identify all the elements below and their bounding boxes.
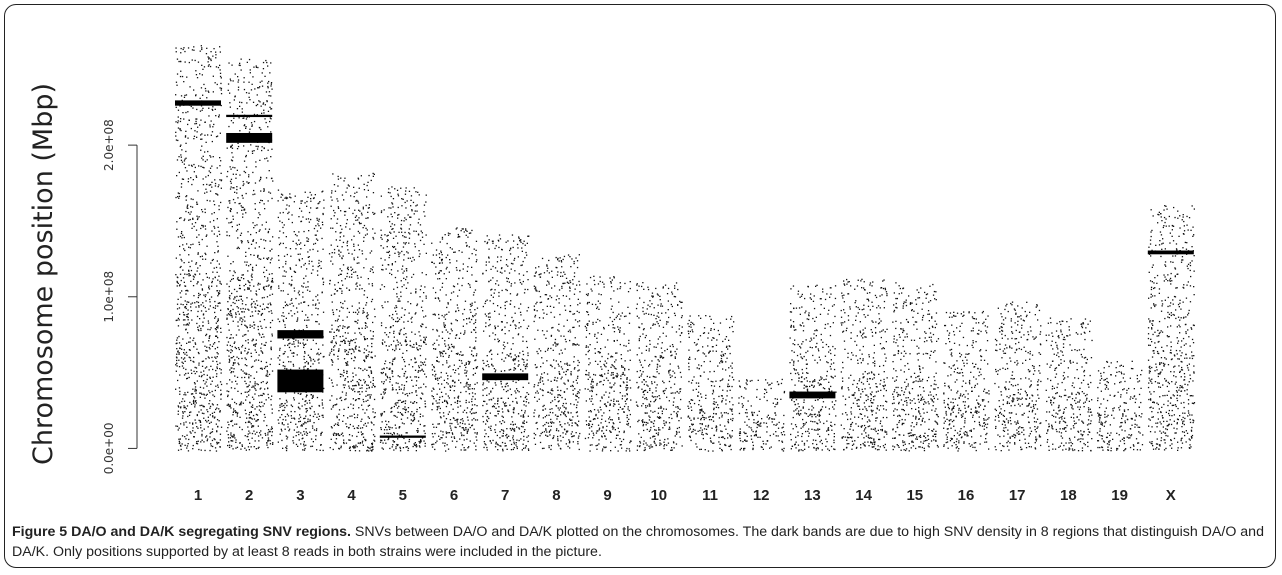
chromosome-label-8: 8: [552, 487, 560, 504]
chromosome-label-3: 3: [296, 487, 304, 504]
caption-text: SNVs between DA/O and DA/K plotted on th…: [12, 524, 1264, 560]
chromosome-points-3: [277, 189, 325, 452]
chromosome-label-4: 4: [347, 487, 356, 504]
chromosome-label-10: 10: [650, 487, 667, 504]
dense-band-chr3: [277, 330, 324, 339]
dense-band-chr3: [277, 369, 324, 393]
chromosome-label-16: 16: [958, 487, 975, 504]
chromosome-label-14: 14: [855, 487, 872, 504]
chromosome-label-2: 2: [245, 487, 253, 504]
chromosome-label-15: 15: [906, 487, 923, 504]
chromosome-points-18: [1045, 317, 1093, 452]
chromosome-points-5: [379, 186, 427, 452]
dense-band-chr5: [379, 435, 426, 438]
y-tick-label: 0.0e+00: [102, 423, 116, 475]
chromosome-label-19: 19: [1111, 487, 1128, 504]
chromosome-points-14: [840, 278, 888, 451]
dense-band-chr2: [226, 114, 273, 118]
chromosome-label-6: 6: [450, 487, 458, 504]
chromosome-points-17: [994, 301, 1042, 452]
chromosome-points-10: [635, 282, 683, 452]
chromosome-points-6: [431, 227, 479, 452]
chromosome-snv-chart: 0.0e+001.0e+082.0e+081 2 3 4 5 6 7 8 9 10 11 12 13 14…: [28, 45, 1196, 504]
chromosome-label-18: 18: [1060, 487, 1077, 504]
axis-layer: 0.0e+001.0e+082.0e+081 2 3 4 5 6 7 8 9 10 11 12 13 14…: [102, 119, 1176, 504]
chromosome-label-5: 5: [399, 487, 407, 504]
chromosome-label-X: X: [1166, 487, 1176, 504]
dense-band-chrX: [1147, 250, 1194, 255]
y-tick-label: 2.0e+08: [102, 119, 116, 171]
chromosome-label-11: 11: [702, 487, 718, 504]
chromosome-points-2: [226, 58, 274, 451]
caption-title: Figure 5 DA/O and DA/K segregating SNV r…: [12, 524, 351, 540]
y-tick-label: 1.0e+08: [102, 271, 116, 323]
chromosome-points-4: [328, 172, 376, 452]
chromosome-points-X: [1147, 205, 1196, 451]
chromosome-points-11: [687, 315, 735, 452]
chromosome-points-15: [891, 282, 940, 452]
chromosome-points-8: [533, 254, 581, 451]
chromosome-points-9: [584, 275, 632, 452]
y-axis-title: Chromosome position (Mbp): [28, 83, 59, 465]
dense-band-chr1: [175, 100, 221, 106]
points-layer: [175, 45, 1196, 452]
chromosome-points-1: [175, 45, 223, 452]
dense-bands-layer: [175, 100, 1194, 438]
dense-band-chr13: [789, 391, 836, 399]
chromosome-label-12: 12: [753, 487, 770, 504]
chromosome-label-9: 9: [603, 487, 611, 504]
chromosome-points-19: [1096, 360, 1144, 452]
chromosome-points-16: [943, 310, 990, 452]
chromosome-label-7: 7: [501, 487, 509, 504]
chromosome-points-13: [789, 284, 837, 452]
dense-band-chr2: [226, 132, 273, 143]
label-layer: Chromosome position (Mbp): [28, 83, 59, 465]
figure-frame: [4, 4, 1276, 568]
chromosome-label-13: 13: [804, 487, 821, 504]
figure-caption: Figure 5 DA/O and DA/K segregating SNV r…: [12, 522, 1267, 562]
chromosome-label-17: 17: [1009, 487, 1026, 504]
chromosome-points-12: [738, 378, 786, 452]
dense-band-chr7: [482, 373, 529, 381]
chromosome-label-1: 1: [194, 487, 202, 504]
chromosome-points-7: [482, 234, 530, 452]
